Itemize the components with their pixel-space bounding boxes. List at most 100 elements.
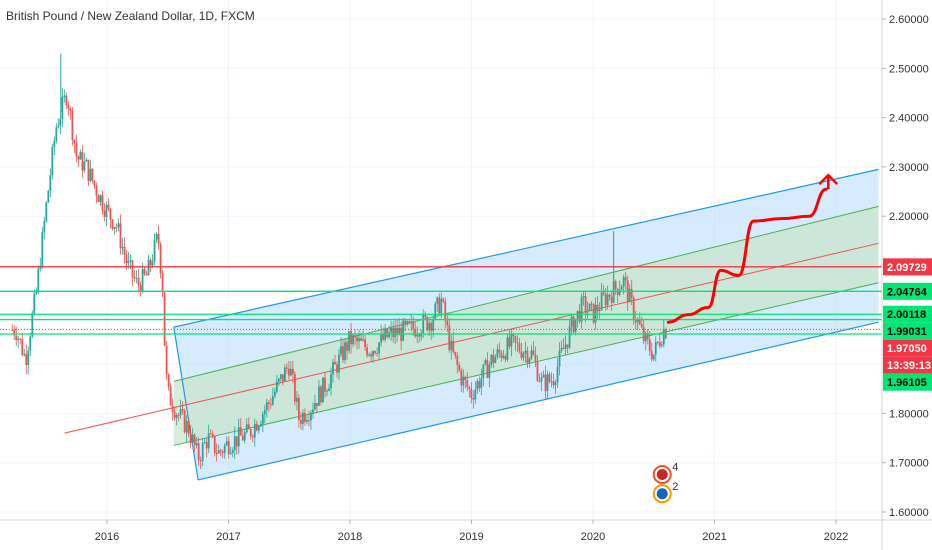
candle[interactable]	[448, 325, 451, 351]
price-axis[interactable]: 2.60000 2.50000 2.40000 2.30000 2.20000 1.800…	[882, 14, 929, 519]
candle[interactable]	[269, 403, 272, 405]
candle[interactable]	[165, 345, 168, 375]
candle[interactable]	[306, 420, 308, 423]
candle[interactable]	[396, 327, 399, 336]
candle[interactable]	[522, 353, 525, 358]
candle[interactable]	[632, 297, 635, 320]
candle[interactable]	[564, 344, 567, 350]
candle[interactable]	[658, 342, 661, 347]
candle[interactable]	[518, 343, 521, 352]
candle[interactable]	[223, 445, 226, 454]
candle[interactable]	[205, 442, 208, 449]
candle[interactable]	[580, 297, 583, 322]
candle[interactable]	[41, 231, 44, 267]
channel-mid-line[interactable]	[64, 242, 879, 434]
candle[interactable]	[43, 220, 46, 232]
candle[interactable]	[237, 427, 240, 447]
candle[interactable]	[123, 246, 126, 256]
candle[interactable]	[273, 391, 276, 397]
candle[interactable]	[247, 424, 250, 430]
candle[interactable]	[151, 261, 154, 266]
candle[interactable]	[352, 335, 354, 345]
candle[interactable]	[432, 319, 435, 331]
candle[interactable]	[378, 342, 380, 354]
candle[interactable]	[586, 310, 589, 313]
event-badges[interactable]: 42	[652, 462, 679, 504]
candle[interactable]	[285, 367, 288, 369]
candle[interactable]	[111, 219, 114, 229]
candle[interactable]	[472, 398, 475, 400]
candle[interactable]	[336, 364, 338, 373]
candle[interactable]	[275, 381, 278, 392]
candle[interactable]	[508, 337, 511, 347]
candle[interactable]	[257, 426, 260, 431]
candle[interactable]	[316, 403, 318, 406]
channel-inner-lower-line[interactable]	[173, 282, 879, 446]
candle[interactable]	[147, 259, 150, 276]
candle[interactable]	[93, 180, 96, 186]
candle[interactable]	[296, 397, 298, 402]
candle[interactable]	[438, 297, 441, 314]
candle[interactable]	[468, 387, 471, 389]
candle[interactable]	[189, 433, 192, 443]
candle[interactable]	[640, 324, 643, 328]
candle[interactable]	[191, 434, 194, 443]
candle[interactable]	[57, 125, 60, 128]
candle[interactable]	[360, 338, 362, 341]
candle[interactable]	[584, 296, 587, 313]
candle[interactable]	[514, 336, 517, 343]
candle[interactable]	[502, 356, 505, 359]
candle[interactable]	[59, 118, 62, 126]
candle[interactable]	[233, 436, 236, 451]
candle[interactable]	[610, 296, 613, 303]
candle[interactable]	[364, 339, 366, 348]
candle[interactable]	[187, 420, 190, 434]
candle[interactable]	[227, 441, 230, 454]
candle[interactable]	[73, 139, 76, 144]
candle[interactable]	[476, 381, 479, 390]
candle[interactable]	[530, 350, 533, 359]
candle[interactable]	[630, 288, 633, 298]
candle[interactable]	[382, 333, 385, 340]
candle[interactable]	[312, 409, 314, 413]
candle[interactable]	[600, 292, 603, 311]
candle[interactable]	[265, 402, 268, 411]
candle[interactable]	[592, 303, 595, 323]
candle[interactable]	[612, 281, 615, 303]
candle[interactable]	[103, 210, 106, 217]
candle[interactable]	[552, 381, 555, 386]
candle[interactable]	[450, 340, 453, 351]
candle[interactable]	[95, 185, 98, 196]
candle[interactable]	[494, 356, 497, 363]
candle[interactable]	[428, 323, 431, 331]
candle[interactable]	[346, 342, 348, 351]
candle[interactable]	[33, 293, 36, 314]
candle[interactable]	[209, 433, 212, 435]
candle[interactable]	[410, 321, 413, 324]
candle[interactable]	[542, 374, 545, 378]
candle[interactable]	[340, 346, 342, 355]
candle[interactable]	[332, 361, 334, 375]
candle[interactable]	[17, 338, 20, 341]
candle[interactable]	[115, 226, 118, 228]
candle[interactable]	[540, 377, 543, 382]
candle[interactable]	[608, 294, 611, 297]
candle[interactable]	[320, 386, 322, 403]
candle[interactable]	[173, 411, 176, 419]
candle[interactable]	[446, 320, 449, 326]
candle[interactable]	[149, 259, 152, 266]
forecast-curve[interactable]	[666, 187, 828, 324]
channel-left-edge[interactable]	[173, 327, 199, 481]
candle[interactable]	[604, 293, 607, 306]
candle[interactable]	[159, 243, 162, 274]
candle[interactable]	[324, 377, 326, 392]
candle[interactable]	[304, 412, 306, 423]
candle[interactable]	[259, 423, 262, 427]
candle[interactable]	[221, 451, 224, 454]
regression-channel[interactable]	[64, 168, 879, 481]
candle[interactable]	[125, 255, 128, 264]
candle[interactable]	[65, 95, 68, 106]
candle[interactable]	[486, 360, 489, 378]
candle[interactable]	[442, 298, 445, 302]
candle[interactable]	[121, 246, 124, 249]
